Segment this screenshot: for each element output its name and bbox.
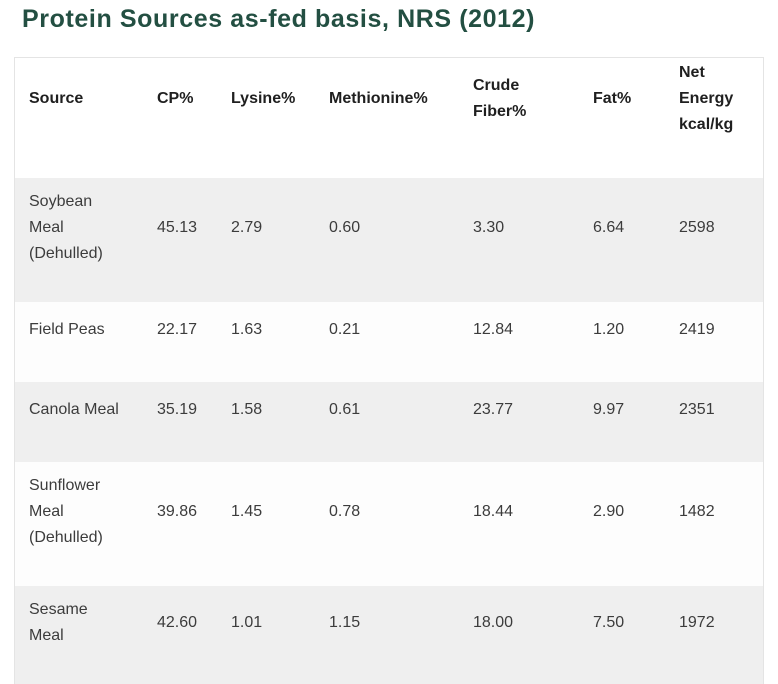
cell-cp: 39.86 — [157, 503, 198, 520]
column-header-lysine: Lysine% — [217, 58, 315, 178]
protein-sources-table-container: Source CP% Lysine% Methionine% Crude Fib… — [14, 57, 764, 684]
cell-crude-fiber: 23.77 — [473, 401, 514, 418]
cell-methionine: 1.15 — [329, 614, 361, 631]
cell-net-energy: 2351 — [679, 401, 715, 418]
cell-cp: 35.19 — [157, 401, 198, 418]
cell-fat: 6.64 — [593, 219, 625, 236]
cell-lysine: 1.45 — [231, 503, 263, 520]
cell-fat: 2.90 — [593, 503, 625, 520]
cell-cp: 45.13 — [157, 219, 198, 236]
cell-crude-fiber: 18.44 — [473, 503, 514, 520]
cell-source: Field Peas — [29, 321, 105, 338]
table-row: Soybean Meal (Dehulled) 45.13 2.79 0.60 … — [15, 178, 763, 302]
table-row: Sunflower Meal (Dehulled) 39.86 1.45 0.7… — [15, 462, 763, 586]
cell-crude-fiber: 12.84 — [473, 321, 514, 338]
cell-source: Sunflower Meal (Dehulled) — [29, 477, 103, 546]
table-row: Sesame Meal 42.60 1.01 1.15 18.00 7.50 1… — [15, 586, 763, 684]
cell-fat: 7.50 — [593, 614, 625, 631]
column-header-fat: Fat% — [579, 58, 665, 178]
cell-lysine: 1.63 — [231, 321, 263, 338]
cell-crude-fiber: 18.00 — [473, 614, 514, 631]
table-row: Field Peas 22.17 1.63 0.21 12.84 1.20 24… — [15, 302, 763, 382]
cell-fat: 9.97 — [593, 401, 625, 418]
column-header-cp: CP% — [143, 58, 217, 178]
column-header-source: Source — [15, 58, 143, 178]
table-header: Source CP% Lysine% Methionine% Crude Fib… — [15, 58, 763, 178]
cell-source: Sesame Meal — [29, 601, 88, 644]
cell-lysine: 2.79 — [231, 219, 263, 236]
column-header-net-energy: Net Energy kcal/kg — [665, 58, 763, 178]
cell-cp: 22.17 — [157, 321, 198, 338]
protein-sources-table: Source CP% Lysine% Methionine% Crude Fib… — [15, 58, 763, 684]
cell-lysine: 1.01 — [231, 614, 263, 631]
cell-crude-fiber: 3.30 — [473, 219, 505, 236]
table-body: Soybean Meal (Dehulled) 45.13 2.79 0.60 … — [15, 178, 763, 684]
cell-source: Soybean Meal (Dehulled) — [29, 193, 103, 262]
cell-fat: 1.20 — [593, 321, 625, 338]
cell-lysine: 1.58 — [231, 401, 263, 418]
cell-methionine: 0.60 — [329, 219, 361, 236]
table-row: Canola Meal 35.19 1.58 0.61 23.77 9.97 2… — [15, 382, 763, 462]
column-header-crude-fiber: Crude Fiber% — [459, 58, 579, 178]
page-title: Protein Sources as-fed basis, NRS (2012) — [22, 5, 536, 33]
cell-source: Canola Meal — [29, 401, 119, 418]
cell-methionine: 0.21 — [329, 321, 361, 338]
table-header-row: Source CP% Lysine% Methionine% Crude Fib… — [15, 58, 763, 178]
cell-net-energy: 2419 — [679, 321, 715, 338]
cell-net-energy: 1482 — [679, 503, 715, 520]
column-header-methionine: Methionine% — [315, 58, 459, 178]
cell-net-energy: 1972 — [679, 614, 715, 631]
cell-methionine: 0.78 — [329, 503, 361, 520]
cell-cp: 42.60 — [157, 614, 198, 631]
cell-net-energy: 2598 — [679, 219, 715, 236]
cell-methionine: 0.61 — [329, 401, 361, 418]
